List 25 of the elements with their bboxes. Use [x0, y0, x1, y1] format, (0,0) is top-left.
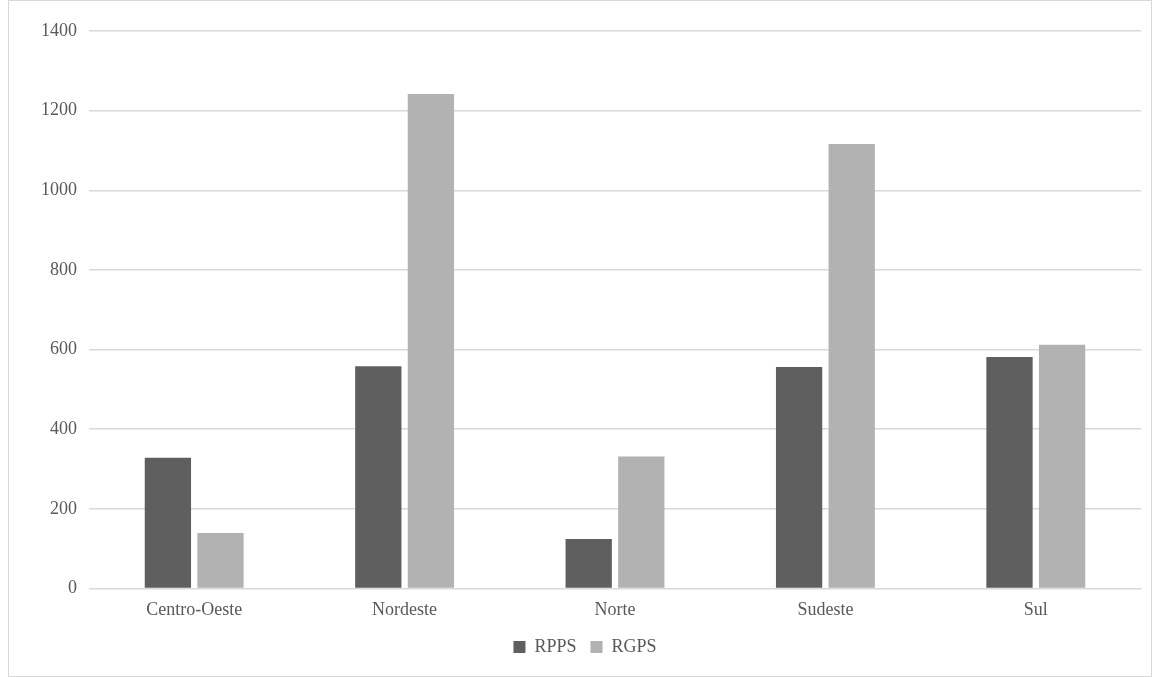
- x-tick-label: Sul: [1023, 598, 1048, 619]
- bar: [565, 539, 612, 588]
- x-tick-label: Nordeste: [372, 598, 438, 619]
- y-tick-label: 1200: [41, 99, 77, 120]
- bar: [828, 144, 875, 588]
- y-tick-label: 600: [50, 338, 77, 359]
- y-tick-label: 800: [50, 258, 77, 279]
- bar: [618, 456, 665, 588]
- y-tick-label: 400: [50, 417, 77, 438]
- bar: [197, 533, 244, 588]
- y-tick-label: 1000: [41, 178, 77, 199]
- legend-label: RGPS: [611, 635, 657, 656]
- legend-label: RPPS: [534, 635, 577, 656]
- y-tick-label: 200: [50, 497, 77, 518]
- bar: [986, 357, 1033, 588]
- y-tick-label: 0: [68, 577, 77, 598]
- y-tick-label: 1400: [41, 19, 77, 40]
- bar: [144, 457, 192, 588]
- x-tick-label: Norte: [594, 598, 636, 619]
- bar: [775, 367, 823, 588]
- bar: [1038, 344, 1086, 588]
- x-tick-label: Centro-Oeste: [146, 598, 243, 619]
- x-tick-label: Sudeste: [797, 598, 854, 619]
- bar: [407, 93, 455, 588]
- bar: [355, 366, 402, 588]
